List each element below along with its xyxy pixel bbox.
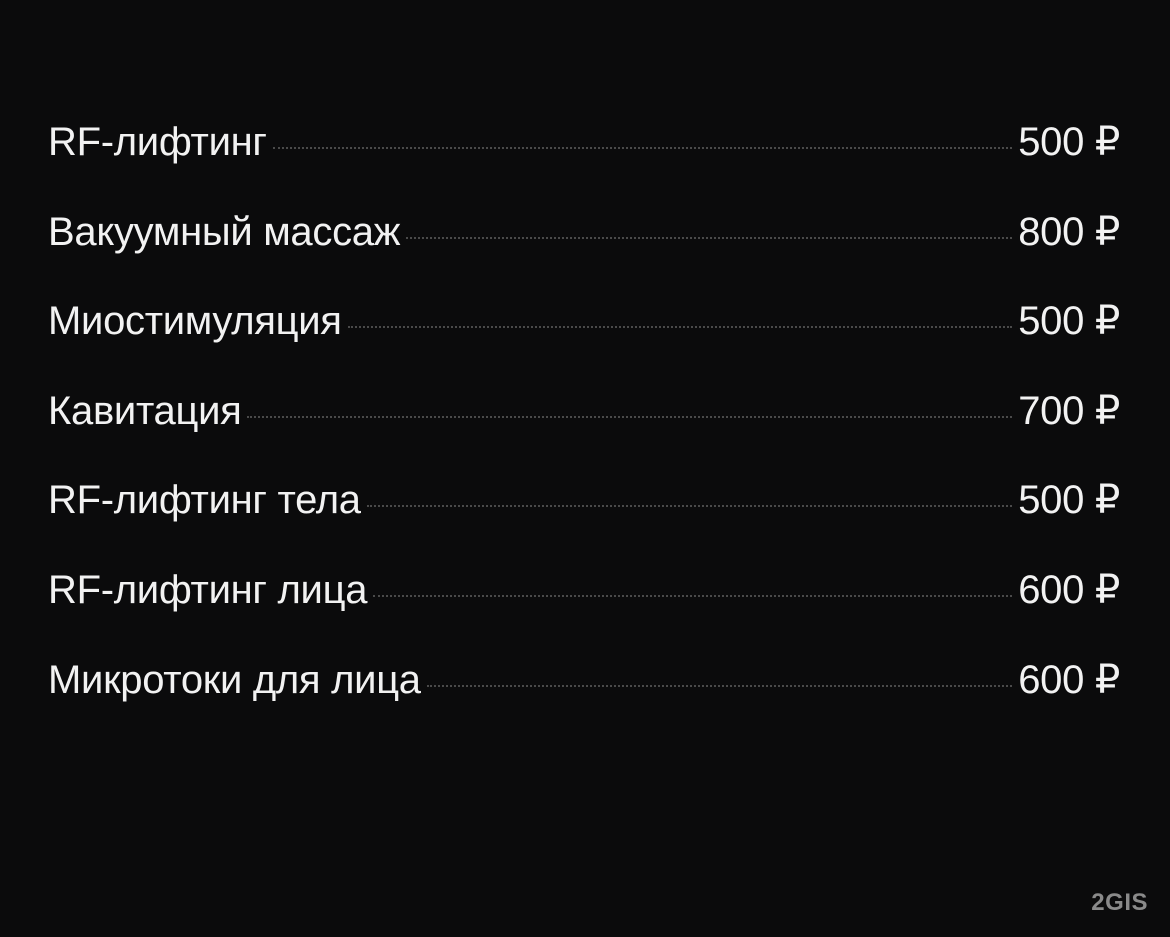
dotted-leader — [426, 684, 1013, 687]
dotted-leader — [247, 415, 1013, 418]
price-row: Вакуумный массаж 800 ₽ — [48, 188, 1120, 278]
price-row: RF-лифтинг лица 600 ₽ — [48, 546, 1120, 636]
service-name: Вакуумный массаж — [48, 209, 401, 254]
service-price: 500 ₽ — [1018, 120, 1120, 164]
service-name: Кавитация — [48, 388, 242, 433]
service-name: RF-лифтинг тела — [48, 478, 361, 523]
dotted-leader — [373, 594, 1013, 597]
dotted-leader — [272, 147, 1013, 149]
service-name: Миостимуляция — [48, 299, 342, 344]
price-row: RF-лифтинг тела 500 ₽ — [48, 456, 1120, 546]
price-list: RF-лифтинг 500 ₽ Вакуумный массаж 800 ₽ … — [48, 98, 1120, 725]
2gis-watermark-logo: 2GIS — [1091, 889, 1148, 916]
service-price: 700 ₽ — [1018, 388, 1120, 433]
price-row: Миостимуляция 500 ₽ — [48, 277, 1120, 367]
price-row: RF-лифтинг 500 ₽ — [48, 98, 1120, 188]
service-name: RF-лифтинг — [48, 120, 267, 164]
dotted-leader — [347, 326, 1013, 329]
service-price: 600 ₽ — [1018, 657, 1120, 702]
service-name: RF-лифтинг лица — [48, 567, 368, 612]
price-row: Кавитация 700 ₽ — [48, 367, 1120, 457]
service-price: 600 ₽ — [1018, 567, 1120, 612]
service-price: 500 ₽ — [1018, 478, 1120, 523]
service-price: 800 ₽ — [1018, 209, 1120, 254]
dotted-leader — [366, 505, 1013, 508]
price-row: Микротоки для лица 600 ₽ — [48, 636, 1120, 726]
service-price: 500 ₽ — [1018, 299, 1120, 344]
dotted-leader — [406, 236, 1013, 239]
service-name: Микротоки для лица — [48, 657, 421, 702]
